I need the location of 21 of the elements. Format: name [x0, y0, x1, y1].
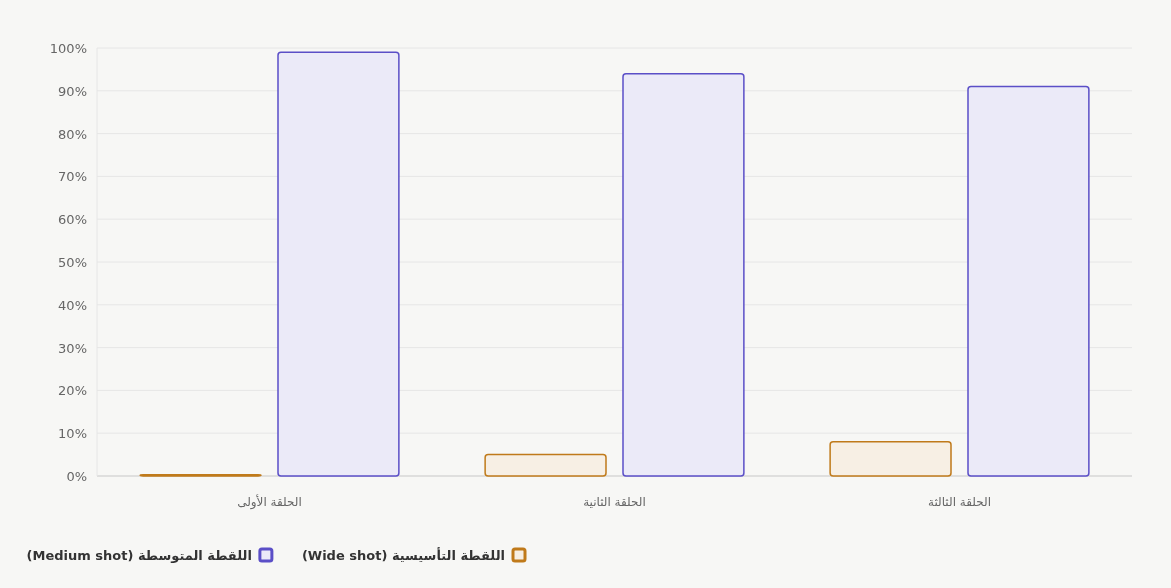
bar [829, 441, 952, 477]
y-tick-label: 50% [58, 255, 87, 270]
bar [967, 85, 1090, 477]
y-tick-label: 100% [49, 41, 87, 56]
y-tick-label: 10% [58, 426, 87, 442]
x-tick-label: الحلقة الأولى [237, 494, 302, 510]
y-tick-label: 80% [58, 126, 87, 142]
x-tick-label: الحلقة الثالثة [927, 495, 992, 509]
legend-label: اللقطة المتوسطة (Medium shot) [26, 548, 252, 563]
legend-label: اللقطة التأسيسية (Wide shot) [301, 547, 505, 563]
y-tick-label: 60% [58, 212, 87, 228]
y-tick-label: 40% [58, 297, 87, 313]
y-tick-label: 20% [58, 383, 87, 399]
bar [484, 453, 607, 477]
bar [622, 72, 745, 477]
y-tick-label: 70% [58, 169, 87, 185]
x-tick-label: الحلقة الثانية [583, 495, 646, 509]
y-tick-label: 90% [58, 83, 87, 99]
bar [277, 51, 400, 477]
y-tick-label: 30% [58, 340, 87, 356]
y-tick-label: 0% [66, 469, 87, 484]
